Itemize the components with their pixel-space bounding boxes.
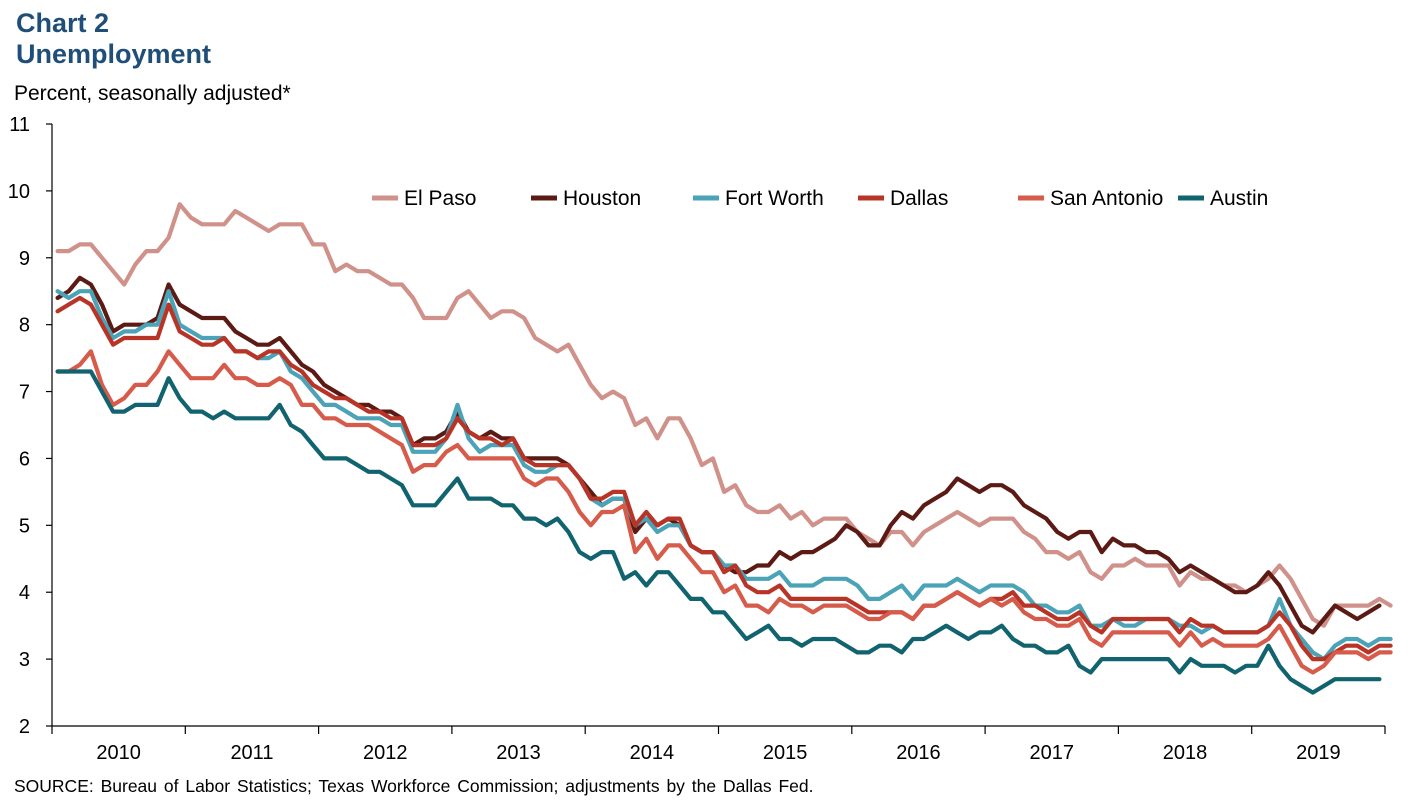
x-tick-label: 2016 xyxy=(896,742,941,764)
legend-label: El Paso xyxy=(404,187,476,210)
y-tick-label: 10 xyxy=(8,181,30,203)
x-tick-label: 2019 xyxy=(1296,742,1341,764)
y-tick-label: 9 xyxy=(19,248,30,270)
y-tick-label: 11 xyxy=(9,114,30,136)
series-line-san-antonio xyxy=(55,349,1393,675)
legend-label: Houston xyxy=(563,187,641,210)
x-tick-label: 2015 xyxy=(763,742,808,764)
x-tick-label: 2017 xyxy=(1030,742,1075,764)
x-axis: 2010 2011 2012 2013 2014 2015 2016 2017 2018 2019 xyxy=(51,725,1386,764)
legend-label: Austin xyxy=(1210,187,1268,210)
legend-label: Dallas xyxy=(890,187,948,210)
legend-label: San Antonio xyxy=(1050,187,1163,210)
x-tick-label: 2012 xyxy=(363,742,408,764)
y-tick-label: 5 xyxy=(19,515,30,537)
y-tick-label: 2 xyxy=(19,716,30,738)
series-line-el-paso xyxy=(55,202,1393,628)
legend-label: Fort Worth xyxy=(725,187,824,210)
chart-label: Chart 2 xyxy=(16,8,110,38)
y-tick-label: 3 xyxy=(19,649,30,671)
series-line-dallas xyxy=(55,295,1393,662)
y-tick-label: 4 xyxy=(19,582,30,604)
y-tick-label: 8 xyxy=(19,315,30,337)
legend: El Paso Houston Fort Worth Dallas San Antoni… xyxy=(372,187,1268,210)
y-axis: 2 3 4 5 6 7 8 9 10 11 xyxy=(8,114,53,738)
y-tick-label: 6 xyxy=(19,448,30,470)
x-tick-label: 2011 xyxy=(230,742,273,764)
y-axis-label: Percent, seasonally adjusted* xyxy=(14,82,291,105)
x-tick-label: 2018 xyxy=(1163,742,1208,764)
source-note: SOURCE: Bureau of Labor Statistics; Texa… xyxy=(14,776,814,796)
x-tick-label: 2014 xyxy=(630,742,675,764)
series-line-austin xyxy=(55,369,1382,695)
series-lines xyxy=(55,202,1393,695)
chart-title: Unemployment xyxy=(16,39,212,69)
x-tick-label: 2013 xyxy=(496,742,541,764)
y-tick-label: 7 xyxy=(19,382,30,404)
x-tick-label: 2010 xyxy=(96,742,141,764)
